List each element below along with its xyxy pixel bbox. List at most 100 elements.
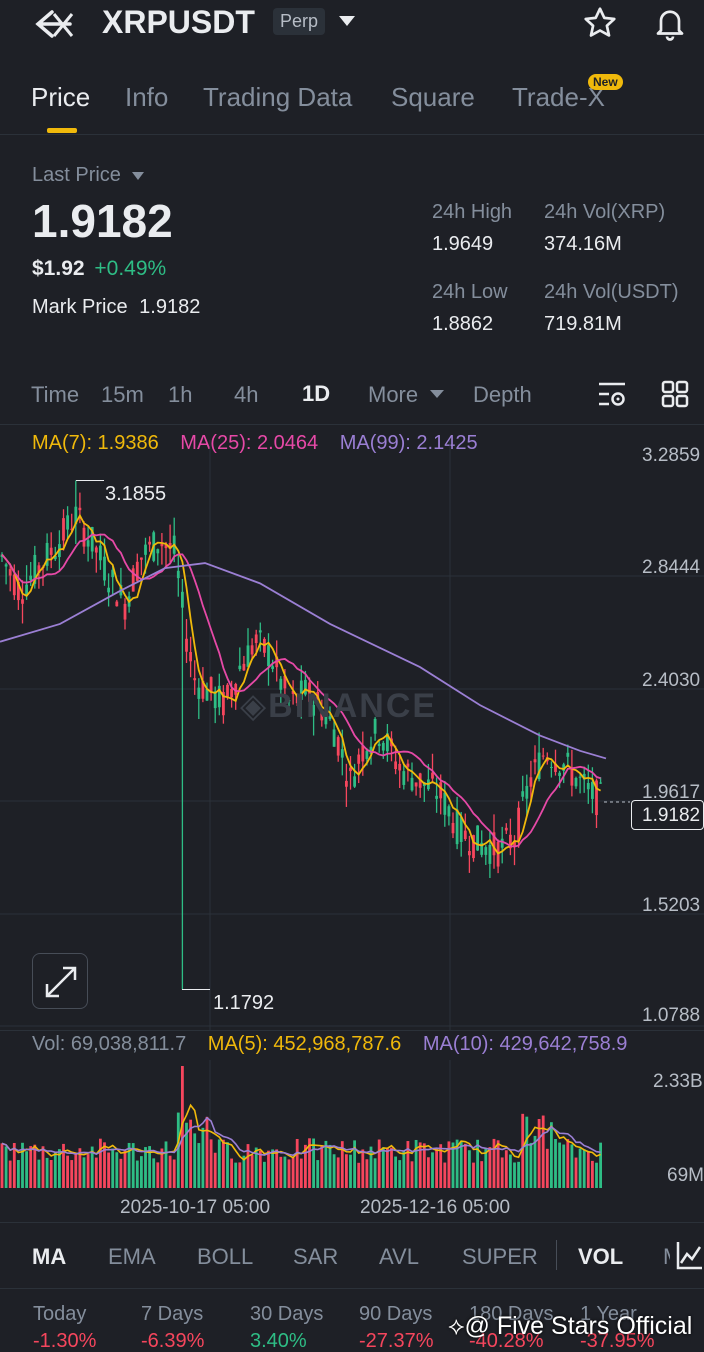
tf-15m[interactable]: 15m	[101, 382, 144, 407]
indicator-tab-ema[interactable]: EMA	[108, 1244, 156, 1269]
indicator-tab-avl[interactable]: AVL	[379, 1244, 419, 1269]
perf-value: -40.28%	[469, 1330, 544, 1352]
candle-body	[99, 545, 102, 561]
volume-bar	[332, 1154, 336, 1188]
volume-bar	[41, 1146, 45, 1188]
candle-body	[447, 806, 451, 817]
candle-body	[86, 540, 90, 547]
y-tick-label: 2.4030	[642, 670, 701, 691]
tf-1d[interactable]: 1D	[302, 381, 331, 406]
volume-bar	[345, 1154, 348, 1188]
caret-down-icon[interactable]	[338, 14, 356, 28]
volume-bar	[554, 1138, 557, 1188]
candle-body	[246, 645, 250, 667]
volume-bar	[197, 1143, 201, 1188]
candle-body	[566, 752, 570, 757]
tf-more[interactable]: More	[368, 382, 419, 407]
candle-body	[394, 761, 397, 770]
candle-body	[295, 695, 299, 704]
candle-body	[431, 772, 434, 779]
volume-bar	[422, 1143, 426, 1188]
back-arrow-icon[interactable]	[34, 8, 74, 40]
volume-bar	[586, 1151, 590, 1188]
candle-body	[451, 822, 455, 834]
volume-bar	[533, 1135, 537, 1188]
candle-body	[90, 527, 94, 552]
current-price-marker: 1.9182	[631, 800, 704, 830]
volume-bar	[496, 1140, 500, 1188]
indicator-settings-button[interactable]	[672, 1232, 704, 1278]
chart-top-divider	[0, 424, 704, 425]
high-value: 1.9649	[432, 233, 494, 255]
bell-icon[interactable]	[652, 5, 688, 41]
candle-body	[131, 568, 135, 592]
candlestick-chart[interactable]	[0, 440, 704, 1030]
tf-1h[interactable]: 1h	[168, 382, 193, 407]
tab-square[interactable]: Square	[391, 82, 475, 112]
candle-body	[554, 763, 557, 772]
candle-body	[361, 745, 365, 762]
volume-divider	[0, 1030, 704, 1031]
star-icon[interactable]	[582, 5, 618, 41]
candle-body	[226, 684, 229, 697]
tab-trading-data[interactable]: Trading Data	[203, 82, 353, 112]
volume-bar	[390, 1147, 393, 1188]
binance-watermark: ◈BINANCE	[240, 687, 438, 725]
candle-body	[291, 690, 295, 694]
candle-body	[242, 663, 246, 671]
volume-bar	[492, 1138, 496, 1188]
candle-body	[406, 763, 410, 767]
volume-bar	[156, 1162, 160, 1188]
tab-price[interactable]: Price	[31, 82, 91, 112]
volume-bar	[570, 1144, 574, 1188]
volume-bar	[455, 1139, 459, 1188]
volume-bar	[431, 1152, 434, 1188]
tab-info[interactable]: Info	[125, 82, 169, 112]
indicator-tab-super[interactable]: SUPER	[462, 1244, 538, 1269]
candle-body	[181, 591, 184, 608]
indicator-divider	[0, 1222, 704, 1223]
volume-legend: Vol: 69,038,811.7 MA(5): 452,968,787.6 M…	[32, 1033, 628, 1055]
candle-body	[82, 527, 86, 547]
tf-4h[interactable]: 4h	[234, 382, 259, 407]
indicator-tab-boll[interactable]: BOLL	[197, 1244, 254, 1269]
volume-bar	[599, 1142, 602, 1188]
candle-body	[410, 777, 414, 791]
indicator-tab-sar[interactable]: SAR	[293, 1244, 339, 1269]
candle-body	[33, 554, 37, 584]
mark-price: Mark Price 1.9182	[32, 296, 201, 318]
volume-bar	[480, 1161, 484, 1188]
candle-body	[135, 561, 139, 581]
volume-bar	[340, 1141, 344, 1188]
candle-body	[599, 782, 602, 784]
candle-body	[279, 678, 283, 690]
last-price-label[interactable]: Last Price	[32, 164, 145, 187]
perf-label: 90 Days	[359, 1303, 433, 1325]
expand-button[interactable]	[32, 953, 88, 1009]
candle-body	[537, 752, 541, 780]
volume-bar	[230, 1158, 233, 1188]
perp-badge: Perp	[273, 8, 326, 35]
candle-body	[500, 838, 504, 848]
chart-settings-icon[interactable]	[597, 380, 627, 408]
volume-bar	[94, 1157, 98, 1188]
volume-bar	[291, 1157, 295, 1188]
vol-usdt-label: 24h Vol(USDT)	[544, 281, 679, 303]
volume-bar	[316, 1160, 320, 1188]
indicator-tab-ma[interactable]: MA	[32, 1244, 67, 1269]
candle-body	[529, 777, 533, 787]
tf-time[interactable]: Time	[31, 382, 80, 407]
indicator-tab-vol[interactable]: VOL	[578, 1244, 624, 1269]
candle-body	[562, 764, 566, 771]
layout-grid-icon[interactable]	[661, 380, 689, 408]
symbol-title[interactable]: XRPUSDT	[102, 4, 255, 40]
volume-bar	[90, 1146, 94, 1188]
candle-body	[521, 791, 525, 797]
volume-bar	[418, 1142, 422, 1188]
tf-depth[interactable]: Depth	[473, 382, 532, 407]
volume-bar	[287, 1159, 291, 1188]
candle-body	[373, 718, 377, 734]
volume-bar	[308, 1138, 311, 1188]
indicator-tab-more[interactable]: M	[663, 1244, 670, 1270]
volume-bar	[369, 1146, 373, 1188]
